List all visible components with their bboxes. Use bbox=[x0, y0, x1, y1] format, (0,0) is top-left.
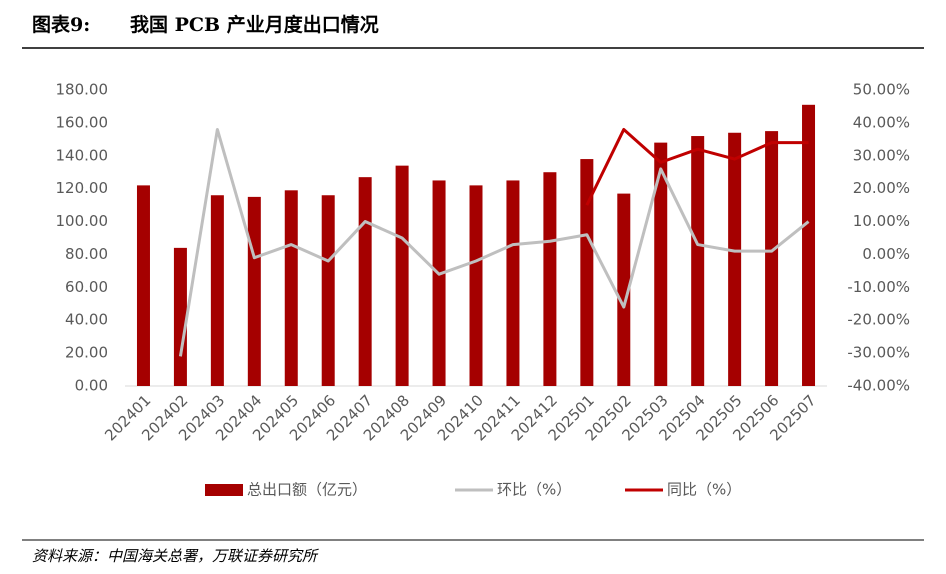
bar bbox=[136, 185, 150, 386]
bar bbox=[617, 193, 631, 386]
y2-tick-label: 20.00% bbox=[853, 179, 910, 197]
bar bbox=[580, 159, 594, 386]
y-tick-label: 40.00 bbox=[65, 311, 108, 329]
y2-tick-label: -20.00% bbox=[847, 311, 910, 329]
y2-tick-label: 30.00% bbox=[853, 146, 910, 164]
bar bbox=[691, 136, 705, 386]
line bbox=[585, 127, 809, 206]
legend-label: 同比（%） bbox=[667, 481, 741, 499]
legend-swatch bbox=[205, 484, 243, 496]
y-tick-label: 180.00 bbox=[56, 81, 109, 99]
bar bbox=[728, 132, 742, 386]
y-tick-label: 80.00 bbox=[65, 245, 108, 263]
bar bbox=[395, 165, 409, 386]
legend-label: 总出口额（亿元） bbox=[247, 481, 367, 499]
y2-tick-label: 0.00% bbox=[862, 245, 910, 263]
y2-tick-label: -40.00% bbox=[847, 377, 910, 395]
bar bbox=[469, 185, 483, 386]
bar bbox=[210, 195, 224, 386]
bar bbox=[247, 196, 261, 386]
y-tick-label: 60.00 bbox=[65, 278, 108, 296]
bar bbox=[432, 180, 446, 386]
source: 资料来源：中国海关总署，万联证券研究所 bbox=[32, 547, 319, 565]
bar bbox=[321, 195, 335, 386]
bar bbox=[765, 131, 779, 386]
y-tick-label: 100.00 bbox=[56, 212, 109, 230]
bar bbox=[284, 190, 298, 386]
figure-label: 图表9: bbox=[32, 13, 90, 36]
bar bbox=[654, 142, 668, 386]
y2-tick-label: 50.00% bbox=[853, 81, 910, 99]
bar bbox=[543, 172, 557, 386]
y2-tick-label: 40.00% bbox=[853, 113, 910, 131]
y2-tick-label: -30.00% bbox=[847, 344, 910, 362]
line bbox=[178, 127, 810, 357]
y-tick-label: 20.00 bbox=[65, 344, 108, 362]
y-tick-label: 120.00 bbox=[56, 179, 109, 197]
y-tick-label: 140.00 bbox=[56, 146, 109, 164]
y-tick-label: 160.00 bbox=[56, 113, 109, 131]
y2-tick-label: -10.00% bbox=[847, 278, 910, 296]
bar bbox=[358, 177, 372, 386]
bar bbox=[506, 180, 520, 386]
chart-title: 我国 PCB 产业月度出口情况 bbox=[130, 13, 379, 36]
bar bbox=[173, 247, 187, 386]
y-tick-label: 0.00 bbox=[75, 377, 108, 395]
bar bbox=[802, 104, 816, 387]
y2-tick-label: 10.00% bbox=[853, 212, 910, 230]
legend-label: 环比（%） bbox=[497, 481, 571, 499]
